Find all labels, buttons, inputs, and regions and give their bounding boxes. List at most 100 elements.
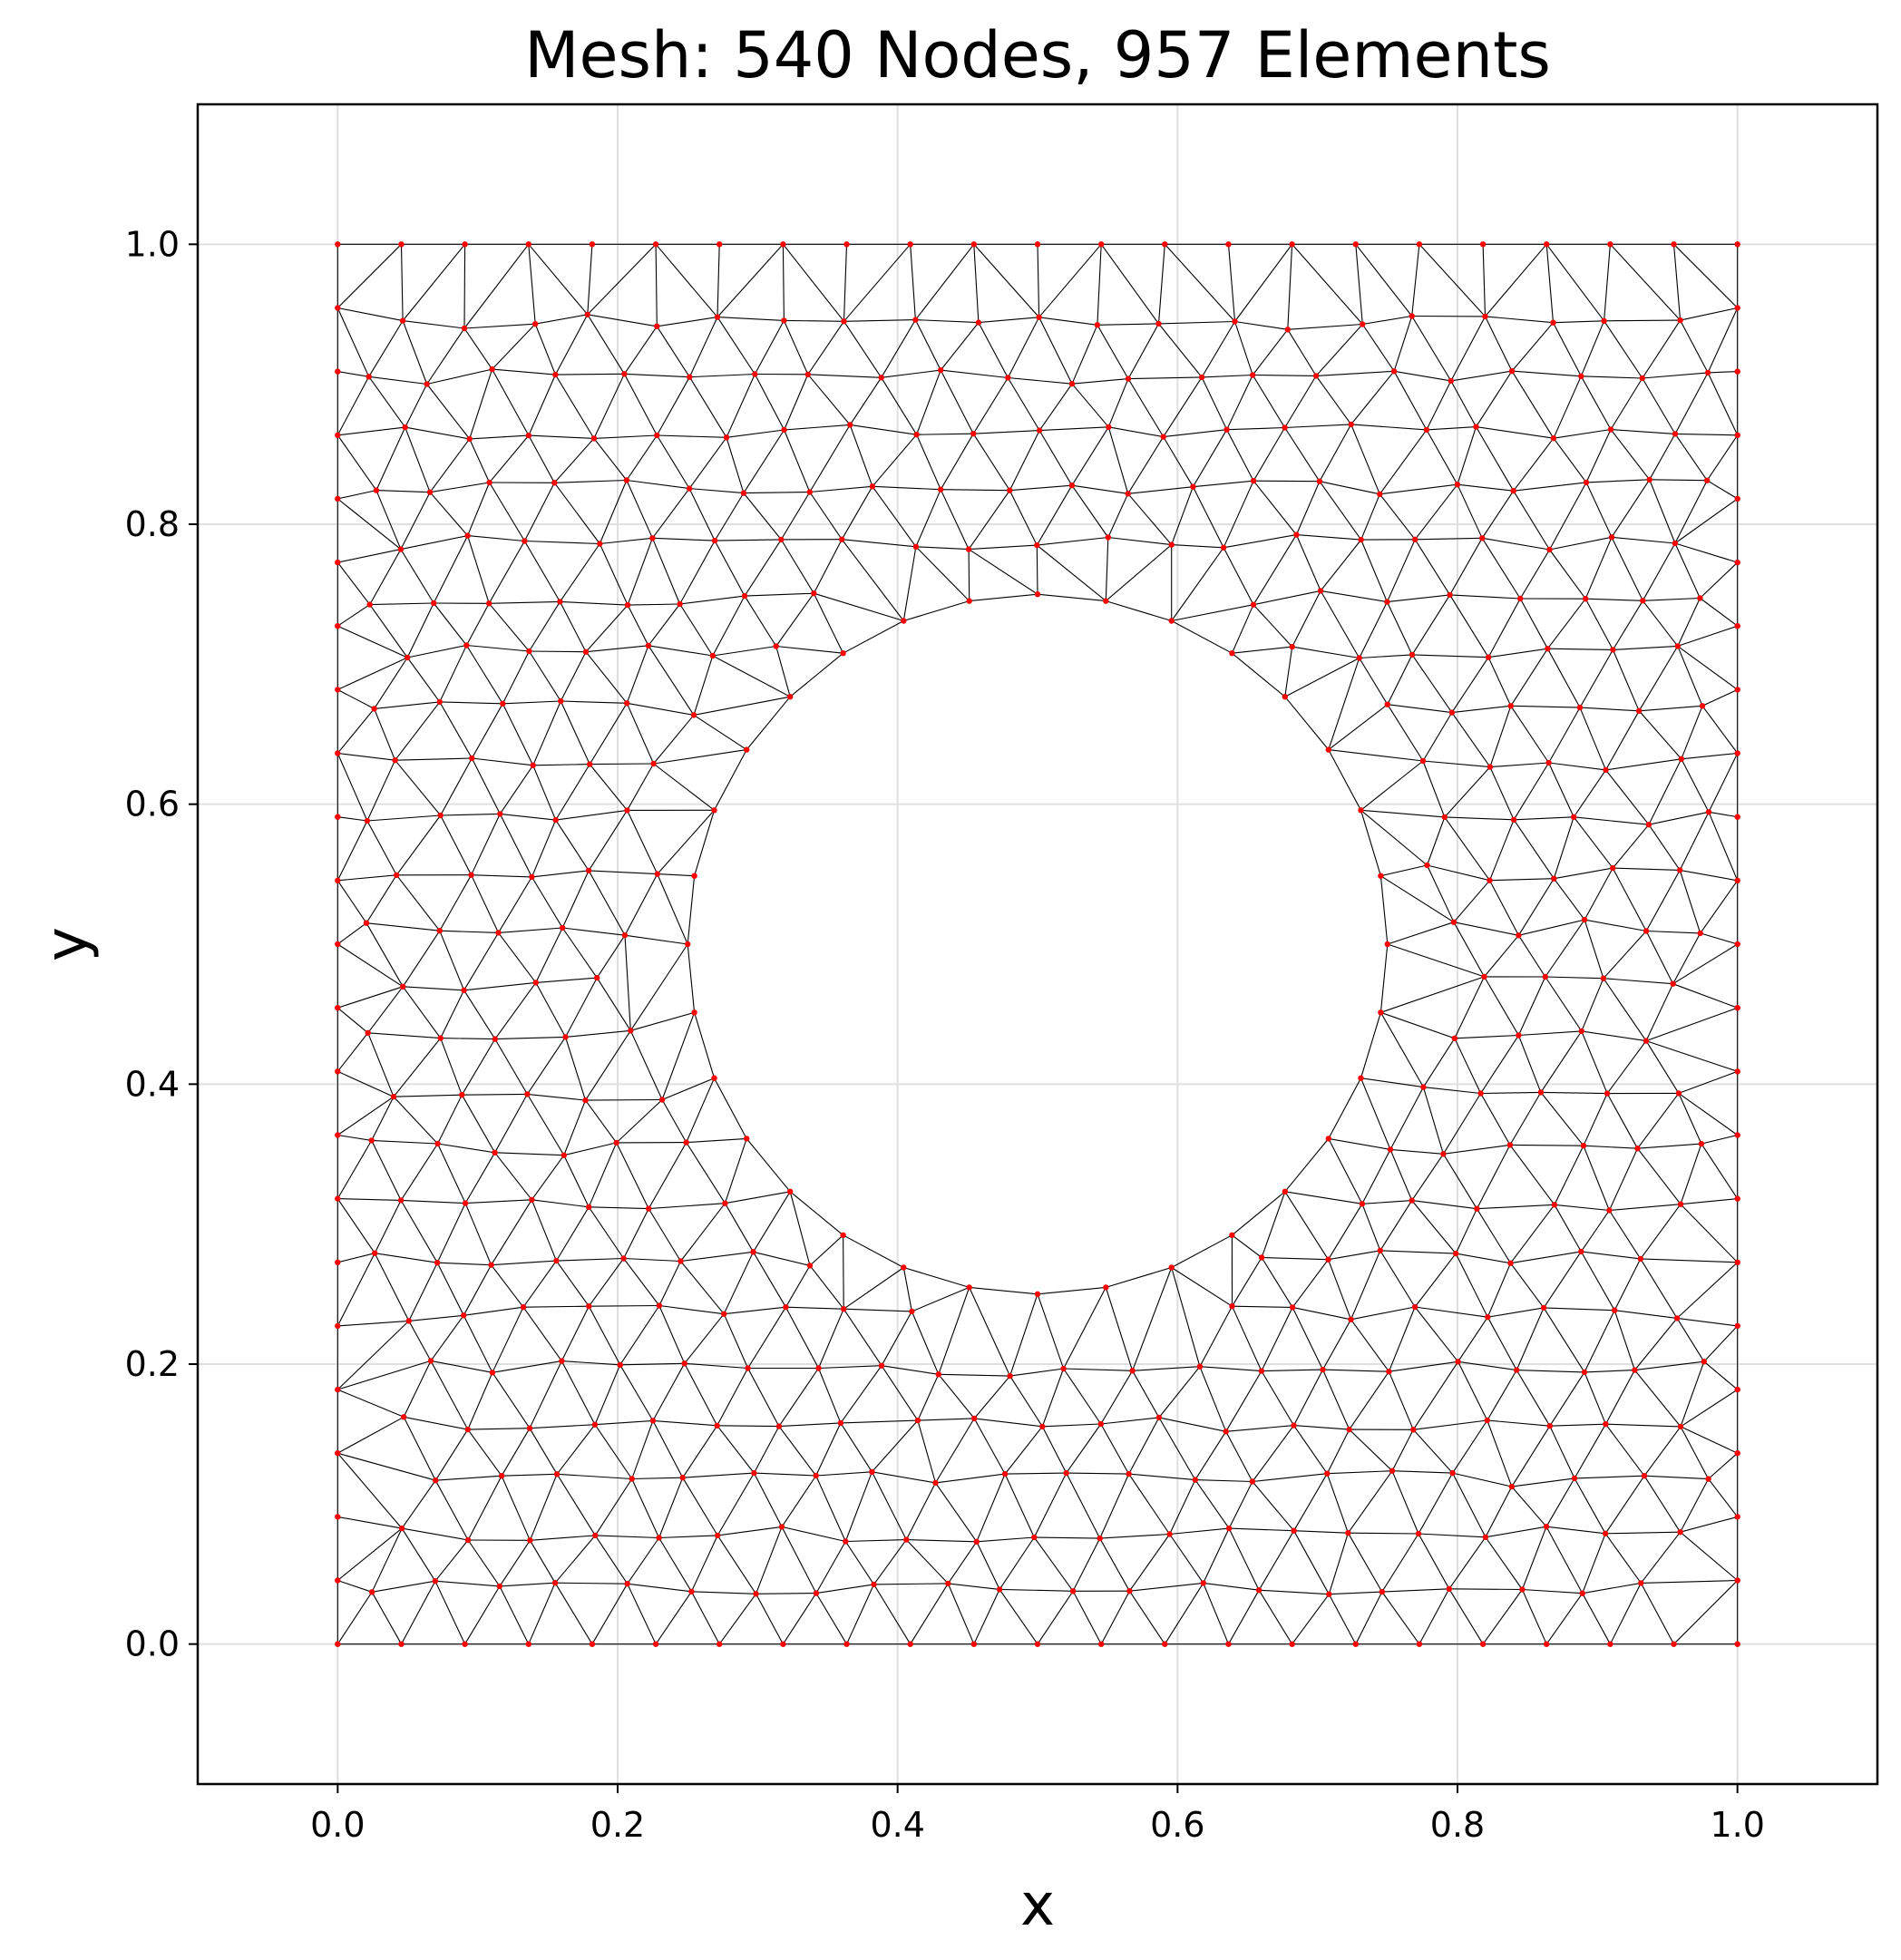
mesh-edge: [816, 1476, 846, 1542]
mesh-edge: [1675, 499, 1738, 543]
mesh-edge: [535, 324, 555, 375]
mesh-edge: [1164, 377, 1202, 437]
mesh-edge: [1584, 1094, 1607, 1146]
mesh-edge: [401, 1200, 437, 1263]
mesh-node: [1609, 534, 1614, 540]
mesh-edge: [630, 1030, 662, 1099]
mesh-node: [335, 305, 340, 310]
mesh-node: [628, 1028, 633, 1033]
mesh-edge: [1586, 483, 1612, 537]
mesh-edge: [555, 1536, 595, 1583]
mesh-edge: [1361, 810, 1445, 817]
mesh-edge: [370, 605, 408, 658]
mesh-edge: [1321, 590, 1387, 601]
mesh-edge: [495, 982, 536, 1039]
mesh-edge: [1204, 1528, 1229, 1583]
mesh-edge: [492, 369, 556, 375]
mesh-edge: [1511, 1263, 1545, 1308]
mesh-edge: [337, 1097, 394, 1135]
mesh-edge: [717, 1369, 748, 1426]
mesh-edge: [407, 658, 440, 702]
mesh-edge: [969, 491, 1009, 550]
mesh-edge: [1380, 1012, 1454, 1039]
mesh-edge: [658, 810, 715, 873]
mesh-node: [1735, 1642, 1740, 1647]
mesh-edge: [1510, 1145, 1555, 1204]
mesh-edge: [375, 702, 440, 709]
mesh-edge: [779, 1423, 841, 1427]
mesh-edge: [1582, 1031, 1646, 1041]
mesh-edge: [1172, 1235, 1233, 1268]
mesh-node: [1547, 1423, 1553, 1429]
mesh-edge: [1233, 1258, 1262, 1307]
mesh-node: [717, 1642, 722, 1647]
mesh-node: [1672, 541, 1678, 546]
mesh-node: [335, 496, 340, 502]
mesh-node: [1603, 767, 1608, 773]
mesh-edge: [337, 435, 376, 491]
mesh-edge: [435, 1476, 502, 1480]
mesh-node: [1485, 1314, 1490, 1320]
mesh-edge: [781, 492, 810, 540]
mesh-edge: [1550, 1372, 1584, 1426]
mesh-edge: [566, 1037, 586, 1100]
mesh-edge: [489, 541, 524, 604]
mesh-edge: [1586, 480, 1650, 483]
mesh-node: [879, 375, 884, 380]
mesh-edge: [1549, 707, 1580, 763]
mesh-edge: [1674, 1581, 1738, 1644]
mesh-node: [522, 538, 527, 543]
mesh-edge: [402, 1528, 435, 1581]
mesh-edge: [465, 1204, 492, 1265]
mesh-edge: [1646, 1041, 1679, 1094]
mesh-edge: [1202, 322, 1234, 377]
mesh-edge: [687, 876, 694, 944]
mesh-node: [1551, 876, 1556, 882]
mesh-edge: [845, 1542, 873, 1585]
mesh-node: [1640, 375, 1645, 381]
mesh-edge: [1382, 1534, 1418, 1592]
mesh-edge: [1362, 325, 1394, 372]
mesh-edge: [533, 765, 556, 820]
mesh-edge: [372, 1140, 401, 1200]
mesh-edge: [819, 1369, 841, 1423]
mesh-node: [398, 241, 404, 247]
mesh-edge: [850, 424, 916, 434]
mesh-edge: [434, 603, 466, 646]
mesh-edge: [470, 439, 490, 483]
mesh-node: [624, 807, 629, 813]
mesh-edge: [656, 244, 717, 317]
mesh-node: [335, 1132, 340, 1137]
mesh-edge: [917, 434, 941, 490]
mesh-edge: [916, 547, 970, 601]
mesh-edge: [1708, 308, 1738, 373]
mesh-edge: [969, 550, 970, 601]
mesh-edge: [936, 1419, 975, 1483]
mesh-edge: [375, 1200, 401, 1253]
mesh-edge: [624, 327, 657, 375]
mesh-edge: [1451, 317, 1486, 381]
mesh-edge: [1675, 481, 1707, 543]
mesh-node: [624, 700, 629, 706]
mesh-edge: [435, 1429, 468, 1480]
mesh-edge: [624, 1259, 681, 1262]
mesh-edge: [468, 1476, 502, 1540]
mesh-node: [646, 643, 651, 648]
mesh-edge: [560, 601, 586, 651]
mesh-edge: [1610, 1583, 1641, 1643]
mesh-edge: [1550, 483, 1587, 550]
mesh-edge: [536, 928, 562, 982]
mesh-edge: [1680, 870, 1701, 933]
mesh-edge: [1415, 1307, 1487, 1317]
mesh-edge: [407, 646, 466, 658]
mesh-edge: [1005, 1427, 1042, 1474]
mesh-edge: [1039, 384, 1072, 430]
mesh-edge: [1423, 761, 1445, 817]
mesh-edge: [1584, 1146, 1610, 1210]
mesh-edge: [1546, 1526, 1583, 1594]
mesh-node: [371, 706, 376, 711]
mesh-edge: [1294, 1370, 1323, 1426]
mesh-edge: [464, 324, 535, 328]
mesh-edge: [529, 244, 588, 315]
mesh-node: [685, 941, 690, 947]
